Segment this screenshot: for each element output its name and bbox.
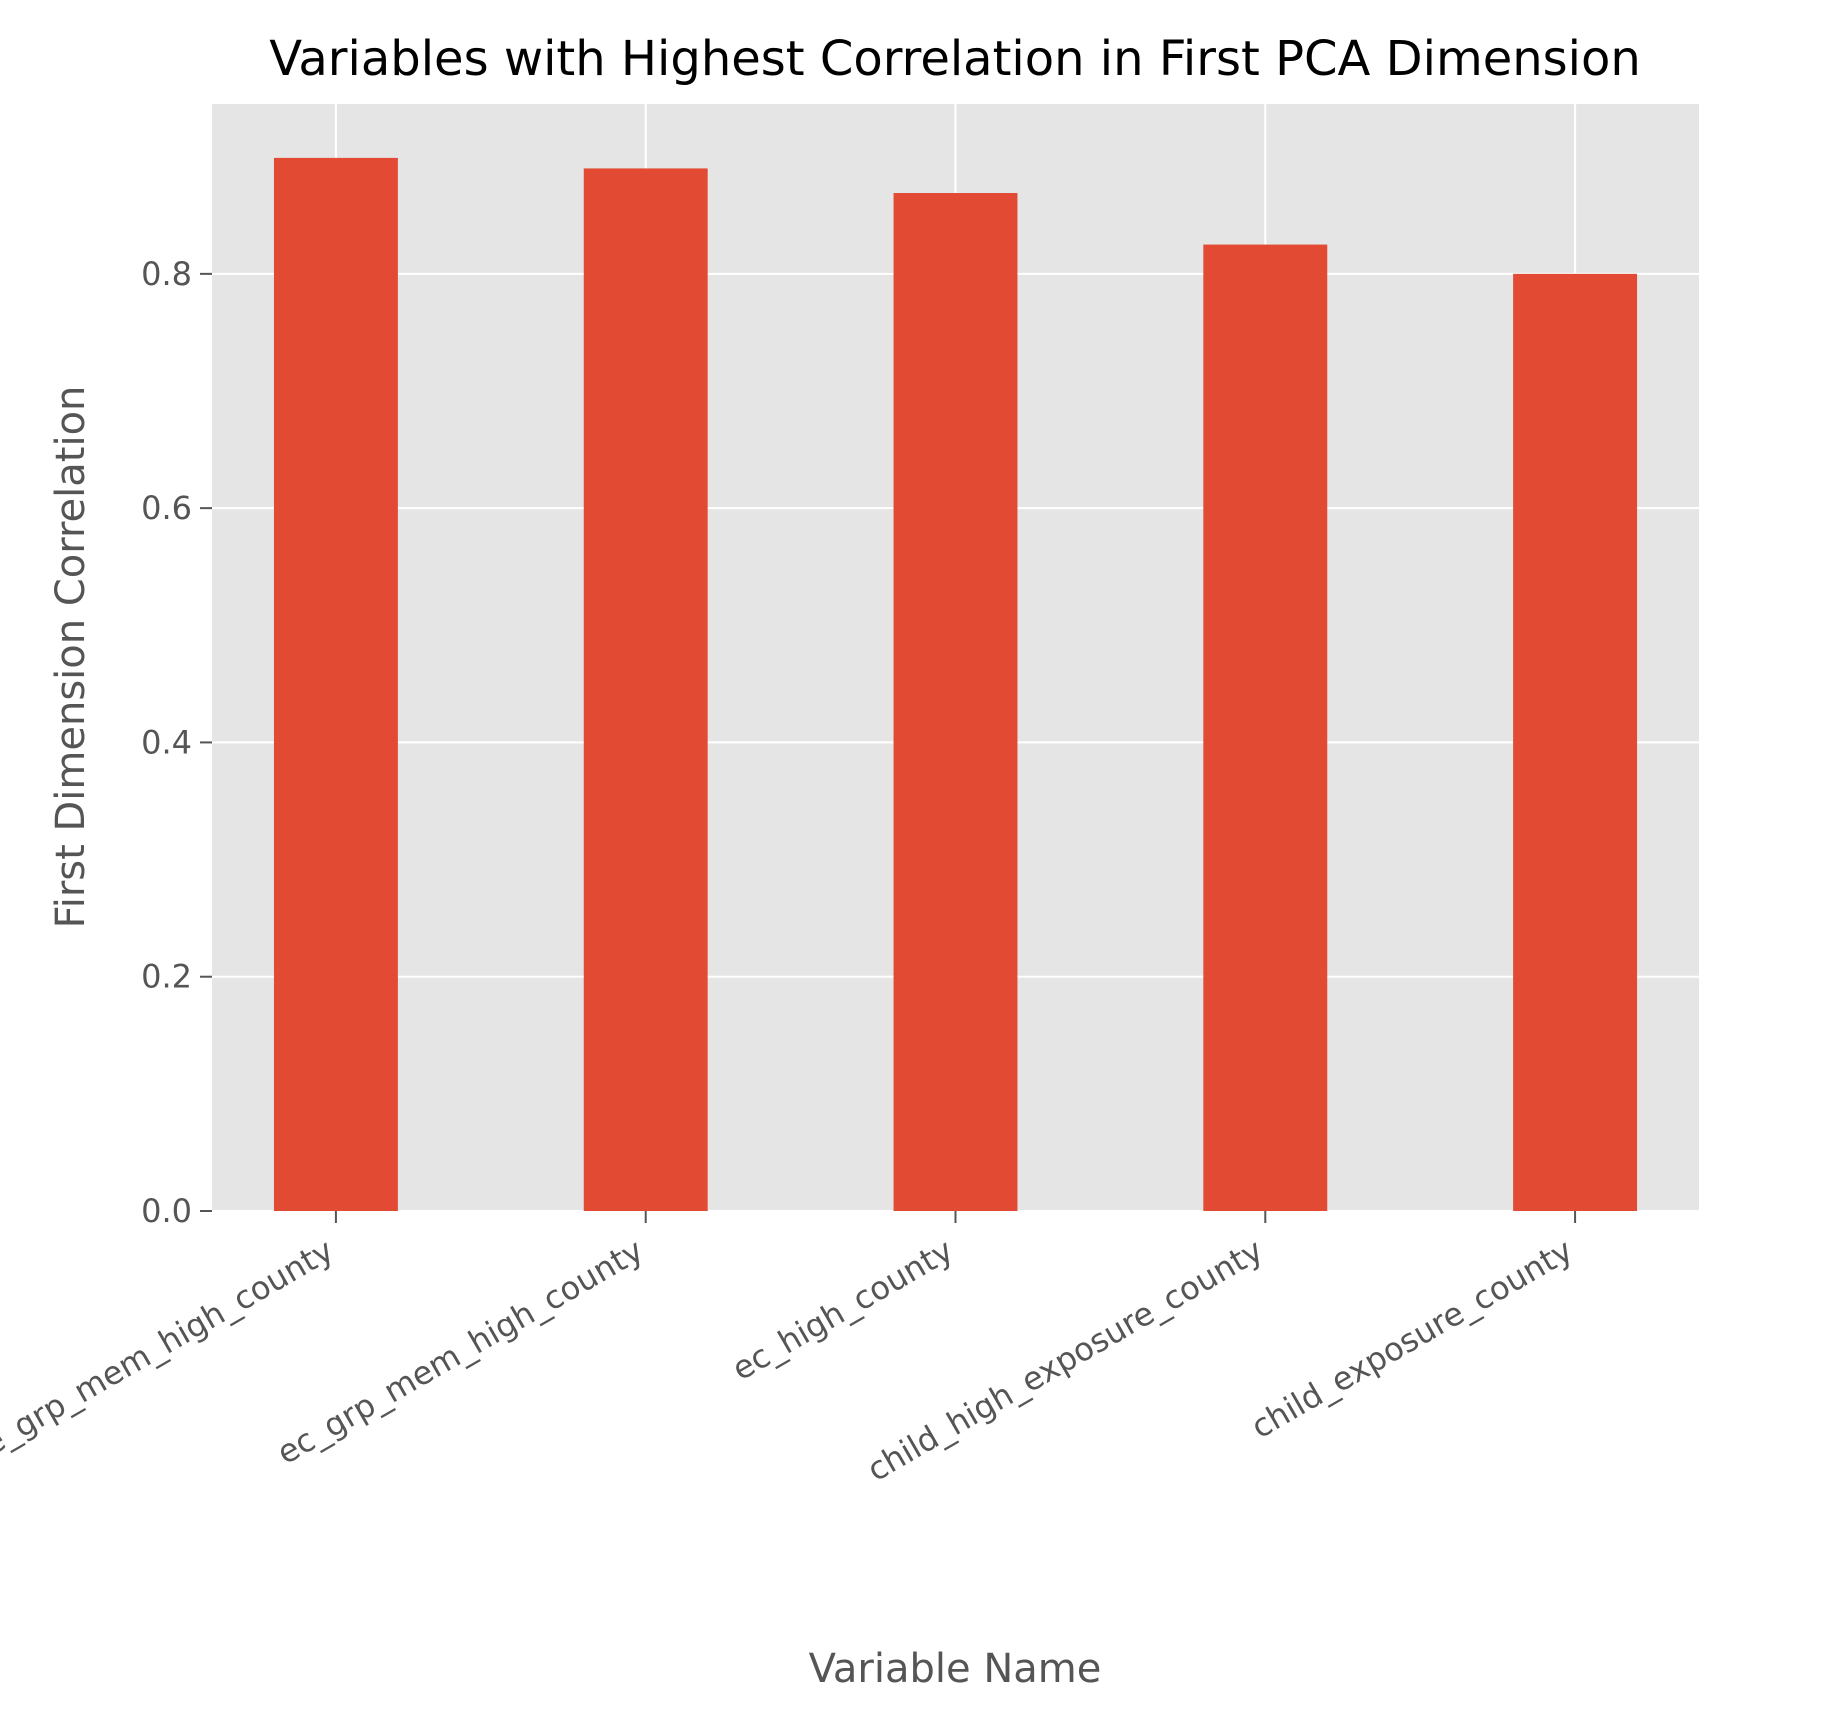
y-axis: 0.0 0.2 0.4 0.6 0.8 bbox=[141, 255, 212, 1230]
y-tick-label: 0.0 bbox=[141, 1192, 192, 1230]
bar bbox=[893, 193, 1018, 1211]
y-axis-label: First Dimension Correlation bbox=[48, 386, 94, 929]
x-tick-label: ec_high_county bbox=[725, 1231, 959, 1388]
x-tick-label: exposure_grp_mem_high_county bbox=[0, 1231, 340, 1527]
bar bbox=[1513, 273, 1638, 1211]
x-axis: exposure_grp_mem_high_countyec_grp_mem_h… bbox=[0, 1211, 1579, 1527]
bars bbox=[273, 157, 1638, 1212]
x-tick-label: child_exposure_county bbox=[1245, 1231, 1579, 1446]
bar bbox=[583, 168, 708, 1211]
chart-title: Variables with Highest Correlation in Fi… bbox=[269, 31, 1641, 87]
x-axis-label: Variable Name bbox=[809, 1646, 1102, 1692]
y-tick-label: 0.2 bbox=[141, 958, 192, 996]
bar bbox=[1203, 244, 1328, 1212]
bar bbox=[273, 157, 398, 1211]
y-tick-label: 0.6 bbox=[141, 489, 192, 527]
y-tick-label: 0.8 bbox=[141, 255, 192, 293]
y-tick-label: 0.4 bbox=[141, 723, 192, 761]
